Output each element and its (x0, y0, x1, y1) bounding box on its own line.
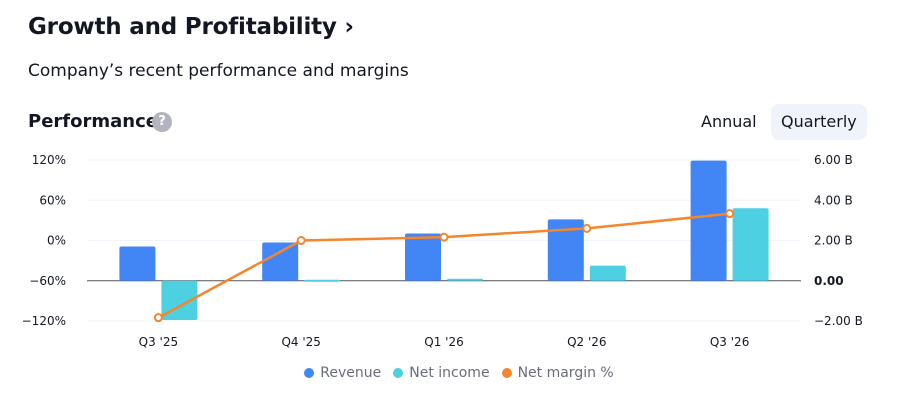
net-margin-point[interactable] (296, 236, 306, 245)
right-axis-tick-label: 0.00 (814, 274, 844, 288)
legend-item-net-margin[interactable]: Net margin % (501, 362, 614, 384)
x-axis-tick-label: Q2 '26 (567, 335, 606, 349)
left-axis-tick-label: 120% (32, 153, 66, 167)
help-icon[interactable]: ? (152, 112, 172, 132)
net-margin-point[interactable] (725, 209, 735, 219)
bar-net-income[interactable] (447, 278, 483, 281)
x-axis-tick-label: Q3 '25 (139, 335, 178, 349)
right-axis-tick-label: −2.00 B (814, 314, 863, 328)
right-axis-tick-label: 4.00 B (814, 193, 853, 207)
right-axis-tick-label: 6.00 B (814, 153, 853, 167)
left-axis-tick-label: −60% (29, 274, 66, 288)
legend-label-net-income: Net income (409, 365, 490, 381)
bar-net-income[interactable] (732, 208, 769, 281)
net-margin-point[interactable] (582, 223, 592, 233)
performance-chart: 120% 60% 0% −60% −120% 6.00 B 4.00 B 2.00 B 0.00… (22, 153, 863, 349)
x-axis-tick-label: Q3 '26 (710, 335, 749, 349)
net-margin-point[interactable] (439, 232, 449, 242)
left-axis-tick-label: −120% (22, 314, 66, 328)
legend-label-revenue: Revenue (320, 365, 382, 381)
chart-legend: Revenue Net income Net margin % (0, 362, 918, 384)
annual-toggle[interactable]: Annual (701, 112, 757, 131)
bar-net-income[interactable] (589, 265, 626, 281)
quarterly-toggle[interactable]: Quarterly (771, 104, 867, 140)
left-axis-tick-label: 60% (39, 193, 66, 207)
bar-revenue[interactable] (119, 246, 156, 281)
legend-dot-icon (304, 368, 315, 378)
legend-dot-icon (501, 368, 512, 378)
x-axis-tick-label: Q1 '26 (424, 335, 463, 349)
legend-dot-icon (393, 368, 404, 378)
legend-item-revenue[interactable]: Revenue (304, 362, 381, 384)
bar-revenue[interactable] (547, 219, 584, 281)
right-axis-tick-label: 2.00 B (814, 234, 853, 248)
net-margin-point[interactable] (153, 313, 163, 323)
section-subtitle: Company’s recent performance and margins (28, 61, 409, 81)
performance-title: Performance (28, 111, 158, 132)
section-title[interactable]: Growth and Profitability › (28, 14, 354, 40)
legend-item-net-income[interactable]: Net income (393, 362, 490, 384)
bar-revenue[interactable] (690, 160, 727, 281)
bar-revenue[interactable] (405, 233, 441, 281)
legend-label-net-margin: Net margin % (517, 365, 614, 381)
net-margin-line (157, 212, 730, 319)
left-axis-tick-label: 0% (47, 234, 66, 248)
x-axis-tick-label: Q4 '25 (281, 335, 320, 349)
bar-net-income[interactable] (304, 279, 341, 282)
bar-revenue[interactable] (262, 242, 299, 281)
